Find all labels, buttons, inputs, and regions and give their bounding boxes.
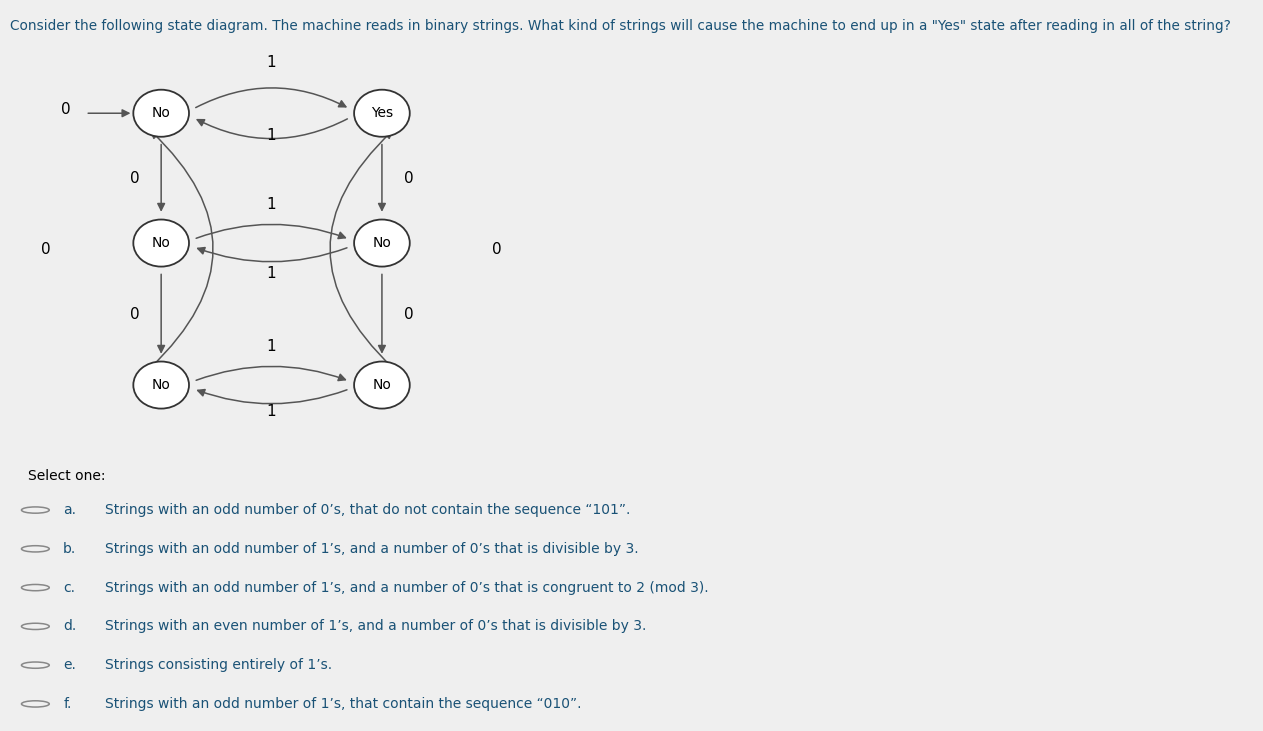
- Text: a.: a.: [63, 503, 76, 517]
- Text: c.: c.: [63, 580, 76, 594]
- Text: f.: f.: [63, 697, 72, 711]
- Text: 1: 1: [266, 128, 277, 143]
- Text: 0: 0: [130, 306, 140, 322]
- Circle shape: [354, 219, 409, 267]
- Text: d.: d.: [63, 619, 76, 633]
- Text: Strings consisting entirely of 1’s.: Strings consisting entirely of 1’s.: [105, 658, 332, 672]
- Text: 1: 1: [266, 266, 277, 281]
- Text: 1: 1: [266, 197, 277, 212]
- Text: Strings with an odd number of 0’s, that do not contain the sequence “101”.: Strings with an odd number of 0’s, that …: [105, 503, 630, 517]
- Circle shape: [354, 362, 409, 409]
- Circle shape: [134, 90, 189, 137]
- Text: No: No: [152, 378, 171, 392]
- Text: 0: 0: [403, 306, 413, 322]
- Text: 0: 0: [62, 102, 71, 117]
- Text: No: No: [373, 378, 392, 392]
- Text: 1: 1: [266, 404, 277, 419]
- Text: Consider the following state diagram. The machine reads in binary strings. What : Consider the following state diagram. Th…: [10, 19, 1231, 33]
- Text: Strings with an odd number of 1’s, and a number of 0’s that is divisible by 3.: Strings with an odd number of 1’s, and a…: [105, 542, 639, 556]
- Circle shape: [134, 219, 189, 267]
- Text: Select one:: Select one:: [28, 469, 105, 482]
- Text: No: No: [152, 106, 171, 120]
- Text: e.: e.: [63, 658, 76, 672]
- Text: 0: 0: [42, 242, 51, 257]
- Text: 0: 0: [493, 242, 501, 257]
- Text: 1: 1: [266, 339, 277, 354]
- Text: Strings with an odd number of 1’s, and a number of 0’s that is congruent to 2 (m: Strings with an odd number of 1’s, and a…: [105, 580, 709, 594]
- Circle shape: [354, 90, 409, 137]
- Text: No: No: [152, 236, 171, 250]
- Circle shape: [134, 362, 189, 409]
- Text: b.: b.: [63, 542, 76, 556]
- Text: No: No: [373, 236, 392, 250]
- Text: 1: 1: [266, 55, 277, 70]
- Text: 0: 0: [403, 170, 413, 186]
- Text: Strings with an even number of 1’s, and a number of 0’s that is divisible by 3.: Strings with an even number of 1’s, and …: [105, 619, 647, 633]
- Text: Yes: Yes: [371, 106, 393, 120]
- Text: Strings with an odd number of 1’s, that contain the sequence “010”.: Strings with an odd number of 1’s, that …: [105, 697, 581, 711]
- Text: 0: 0: [130, 170, 140, 186]
